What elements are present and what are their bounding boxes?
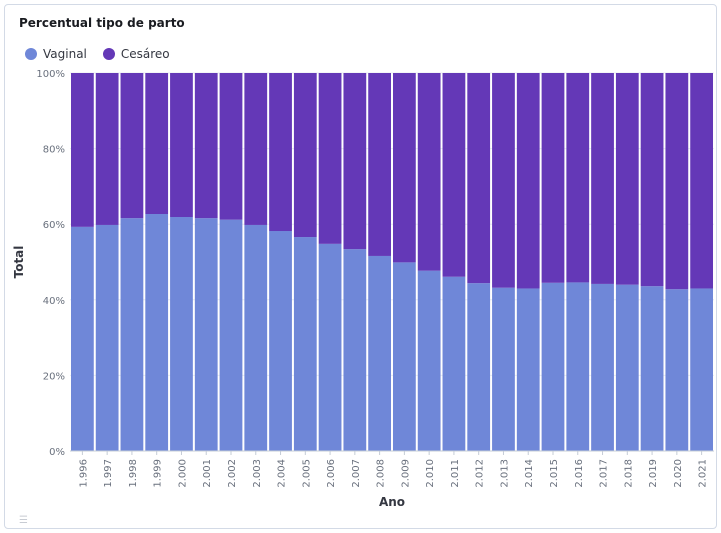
x-tick-label: 2.009 xyxy=(400,459,411,488)
bar-vaginal-1.997[interactable] xyxy=(95,224,119,451)
x-axis-label: Ano xyxy=(379,495,405,509)
x-tick-label: 2.004 xyxy=(277,459,288,488)
bar-vaginal-2.005[interactable] xyxy=(293,237,317,451)
bar-vaginal-2.009[interactable] xyxy=(393,262,416,451)
x-tick-label: 2.005 xyxy=(301,459,312,488)
legend-swatch-vaginal xyxy=(25,48,37,60)
x-tick-label: 2.017 xyxy=(599,459,610,488)
bar-cesreo-2.019[interactable] xyxy=(640,73,664,287)
x-tick-label: 2.011 xyxy=(450,459,461,488)
bar-cesreo-2.009[interactable] xyxy=(393,73,416,263)
bar-cesreo-2.008[interactable] xyxy=(368,73,391,256)
x-tick-label: 2.021 xyxy=(698,459,709,488)
x-tick-label: 1.997 xyxy=(103,459,114,488)
y-tick-label: 40% xyxy=(43,296,65,307)
bars xyxy=(71,73,713,451)
bar-cesreo-2.015[interactable] xyxy=(541,73,565,283)
bar-cesreo-2.007[interactable] xyxy=(343,73,367,250)
bar-cesreo-1.998[interactable] xyxy=(120,73,144,219)
axes: 0% 20% 40% 60% 80% 100% 1.996 1.997 1.998 1.999 2.… xyxy=(36,69,714,488)
bar-cesreo-1.997[interactable] xyxy=(95,73,119,225)
legend-label-vaginal: Vaginal xyxy=(43,47,87,61)
x-tick-label: 2.012 xyxy=(475,459,486,488)
bar-cesreo-2.012[interactable] xyxy=(467,73,491,284)
bar-cesreo-2.001[interactable] xyxy=(194,73,218,219)
stacked-bar-chart: 0% 20% 40% 60% 80% 100% 1.996 1.997 1.998 1.999 2.… xyxy=(12,69,714,509)
bar-vaginal-2.018[interactable] xyxy=(615,284,639,451)
bar-cesreo-2.016[interactable] xyxy=(566,73,590,283)
bar-cesreo-2.018[interactable] xyxy=(615,73,639,285)
x-tick-label: 2.002 xyxy=(227,459,238,488)
bar-vaginal-2.010[interactable] xyxy=(417,270,441,451)
bar-cesreo-1.999[interactable] xyxy=(145,73,169,214)
x-tick-label: 2.014 xyxy=(524,459,535,488)
bar-vaginal-2.001[interactable] xyxy=(194,218,218,451)
bar-cesreo-2.010[interactable] xyxy=(417,73,441,271)
bar-vaginal-2.004[interactable] xyxy=(269,231,292,451)
legend-item-cesareo[interactable]: Cesáreo xyxy=(102,47,170,61)
legend-label-cesareo: Cesáreo xyxy=(120,47,170,61)
x-tick-label: 2.003 xyxy=(252,459,263,488)
x-tick-label: 2.013 xyxy=(499,459,510,488)
y-tick-label: 20% xyxy=(43,371,65,382)
bar-vaginal-2.011[interactable] xyxy=(442,276,466,451)
x-tick-label: 2.016 xyxy=(574,459,585,488)
bar-vaginal-2.007[interactable] xyxy=(343,249,367,451)
bar-vaginal-2.003[interactable] xyxy=(244,224,268,451)
bar-vaginal-2.016[interactable] xyxy=(566,282,590,451)
x-tick-label: 2.000 xyxy=(177,459,188,488)
bar-vaginal-1.999[interactable] xyxy=(145,213,169,451)
bar-vaginal-2.012[interactable] xyxy=(467,283,491,451)
x-tick-label: 2.001 xyxy=(202,459,213,488)
y-tick-label: 80% xyxy=(43,145,65,156)
bar-vaginal-2.013[interactable] xyxy=(492,287,515,451)
x-tick-label: 2.015 xyxy=(549,459,560,488)
bar-cesreo-2.004[interactable] xyxy=(269,73,292,232)
bar-cesreo-1.996[interactable] xyxy=(71,73,94,227)
y-axis-label: Total xyxy=(12,246,26,279)
bar-cesreo-2.017[interactable] xyxy=(591,73,614,284)
list-icon[interactable]: ☰ xyxy=(19,515,28,526)
bar-vaginal-2.014[interactable] xyxy=(516,288,540,451)
y-tick-label: 100% xyxy=(36,69,65,80)
bar-cesreo-2.005[interactable] xyxy=(293,73,317,238)
bar-cesreo-2.021[interactable] xyxy=(690,73,713,289)
y-tick-label: 0% xyxy=(49,447,65,458)
x-tick-label: 2.008 xyxy=(376,459,387,488)
bar-cesreo-2.002[interactable] xyxy=(219,73,243,220)
chart-legend: Vaginal Cesáreo xyxy=(25,47,170,61)
bar-vaginal-2.019[interactable] xyxy=(640,286,664,451)
bar-vaginal-2.021[interactable] xyxy=(690,288,713,451)
bar-cesreo-2.014[interactable] xyxy=(516,73,540,289)
y-tick-label: 60% xyxy=(43,220,65,231)
legend-swatch-cesareo xyxy=(102,48,115,60)
x-tick-label: 2.010 xyxy=(425,459,436,488)
bar-cesreo-2.000[interactable] xyxy=(170,73,193,218)
bar-vaginal-2.015[interactable] xyxy=(541,282,565,451)
bar-vaginal-2.017[interactable] xyxy=(591,283,614,451)
chart-panel: Percentual tipo de parto Vaginal Cesáreo… xyxy=(4,4,717,529)
bar-vaginal-2.002[interactable] xyxy=(219,219,243,451)
panel-title: Percentual tipo de parto xyxy=(19,16,185,30)
x-tick-label: 2.007 xyxy=(351,459,362,488)
bar-vaginal-2.006[interactable] xyxy=(318,243,342,451)
bar-vaginal-1.998[interactable] xyxy=(120,218,144,451)
bar-cesreo-2.013[interactable] xyxy=(492,73,515,288)
bar-vaginal-2.020[interactable] xyxy=(665,289,689,451)
bar-vaginal-2.008[interactable] xyxy=(368,255,391,451)
bar-vaginal-1.996[interactable] xyxy=(71,226,94,451)
x-tick-label: 2.018 xyxy=(623,459,634,488)
x-tick-label: 2.006 xyxy=(326,459,337,488)
bar-cesreo-2.011[interactable] xyxy=(442,73,466,277)
x-tick-label: 1.998 xyxy=(128,459,139,488)
legend-item-vaginal[interactable]: Vaginal xyxy=(25,47,87,61)
bar-vaginal-2.000[interactable] xyxy=(170,217,193,451)
x-tick-label: 1.996 xyxy=(78,459,89,488)
x-tick-label: 2.019 xyxy=(648,459,659,488)
bar-cesreo-2.020[interactable] xyxy=(665,73,689,290)
x-tick-label: 2.020 xyxy=(673,459,684,488)
x-tick-label: 1.999 xyxy=(153,459,164,488)
bar-cesreo-2.003[interactable] xyxy=(244,73,268,225)
bar-cesreo-2.006[interactable] xyxy=(318,73,342,244)
